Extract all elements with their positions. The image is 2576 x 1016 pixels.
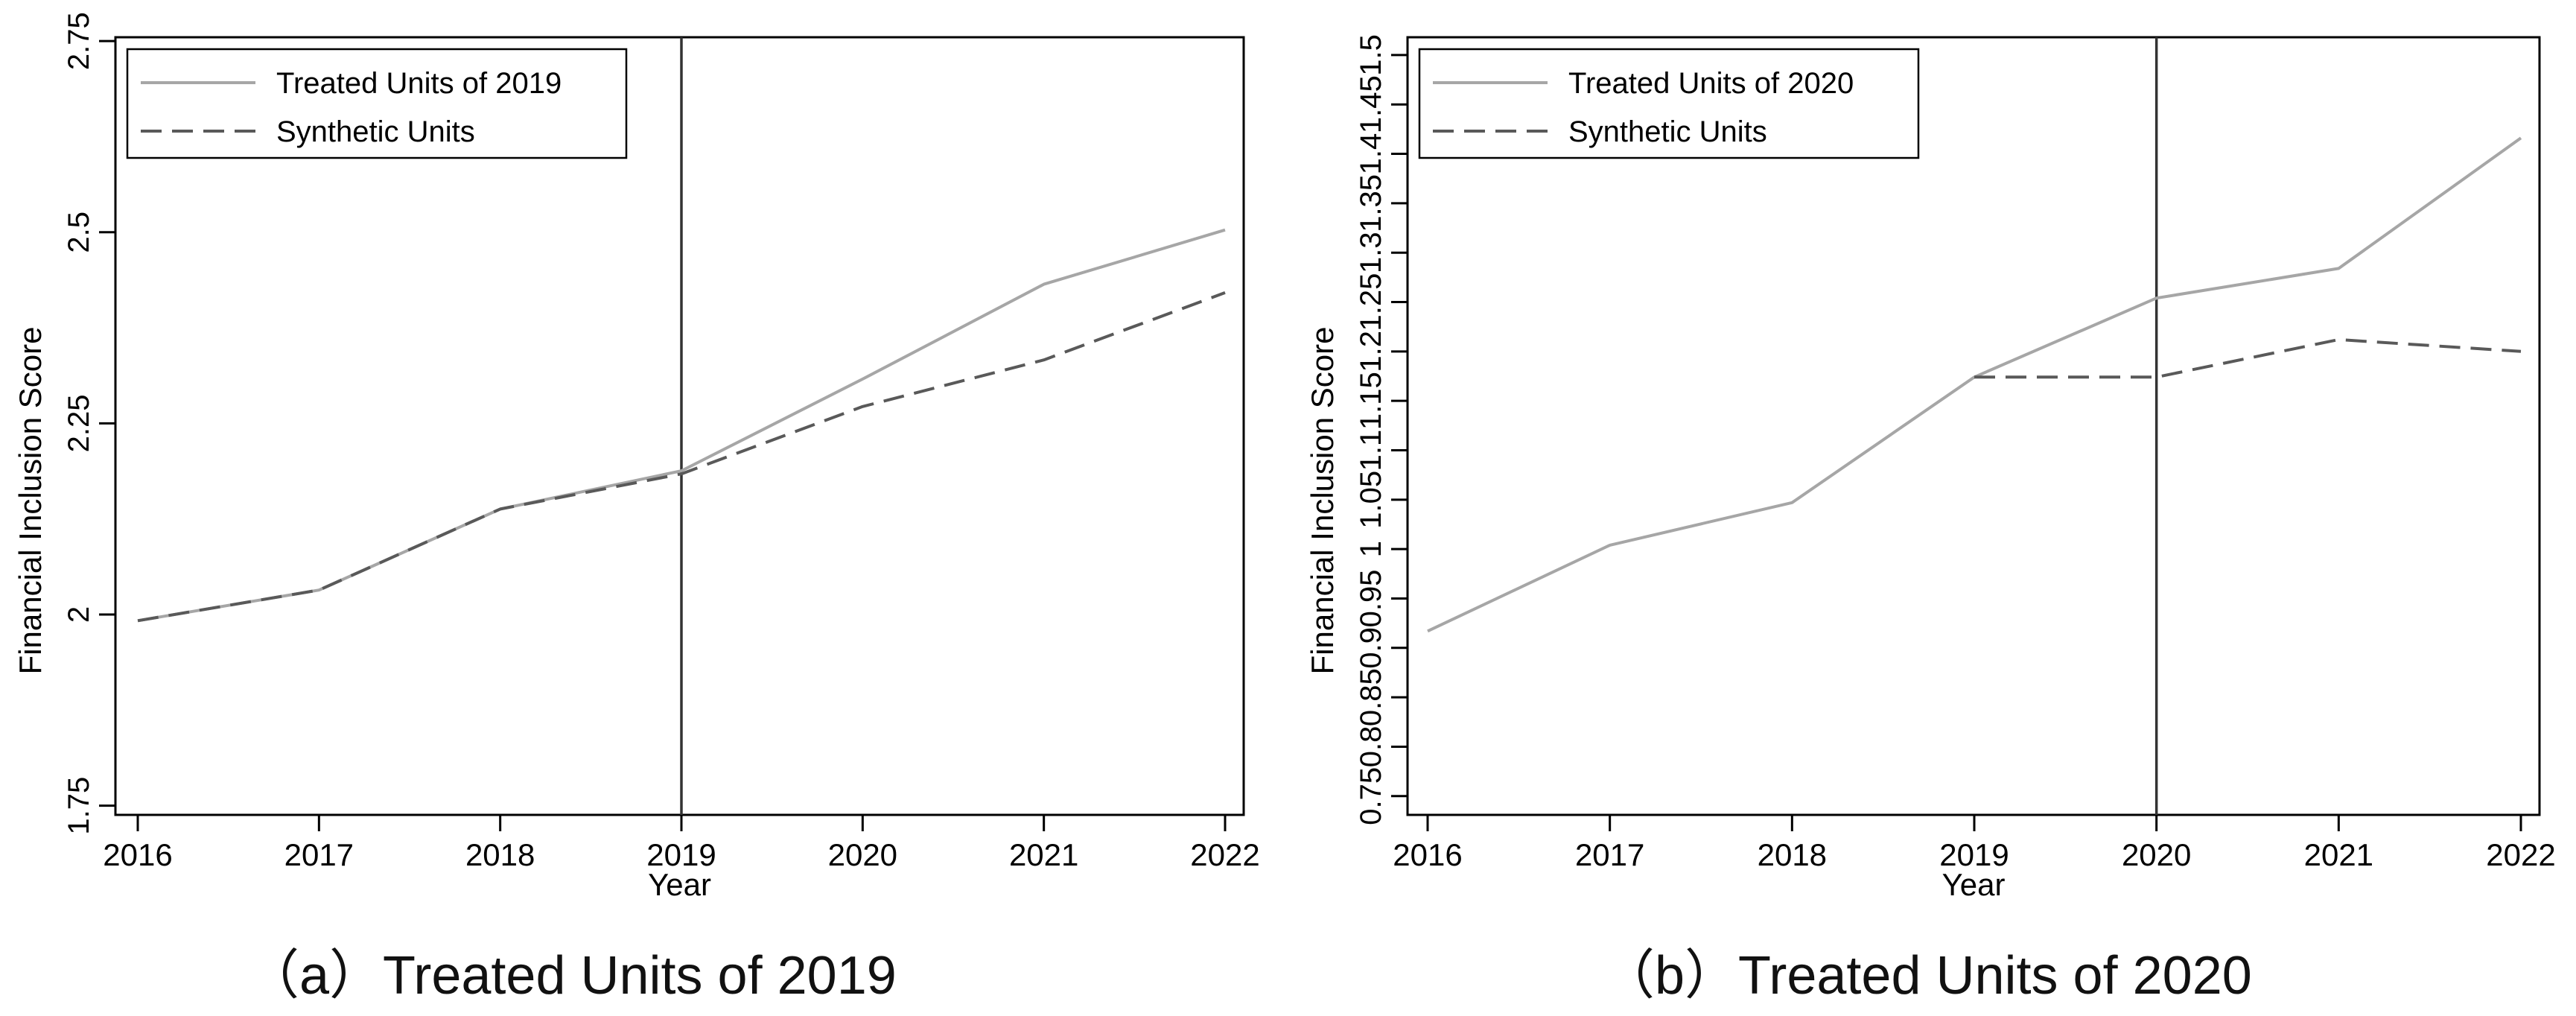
y-tick-label: 1.4	[1355, 133, 1387, 175]
legend-label-synthetic: Synthetic Units	[276, 115, 475, 148]
y-tick-label: 1.2	[1355, 331, 1387, 372]
y-tick-label: 2.5	[63, 212, 95, 253]
y-axis-title: Financial Inclusion Score	[13, 327, 48, 675]
x-tick-label: 2019	[646, 837, 716, 872]
series-line-synthetic	[1974, 337, 2522, 379]
legend-label-treated: Treated Units of 2019	[276, 67, 562, 100]
caption-a: （a）Treated Units of 2019	[246, 946, 897, 1006]
y-tick-label: 1.15	[1355, 372, 1387, 430]
x-tick-label: 2022	[1190, 837, 1259, 872]
y-tick-label: 1.75	[63, 777, 95, 835]
x-axis-title: Year	[648, 867, 711, 902]
y-tick-label: 0.95	[1355, 570, 1387, 628]
y-tick-label: 0.85	[1355, 668, 1387, 726]
x-tick-label: 2020	[2122, 837, 2191, 872]
x-tick-label: 2019	[1939, 837, 2009, 872]
y-tick-label: 1.45	[1355, 75, 1387, 133]
y-tick-label: 1.05	[1355, 471, 1387, 529]
legend-label-treated: Treated Units of 2020	[1568, 67, 1854, 100]
y-tick-label: 1.25	[1355, 273, 1387, 331]
x-tick-label: 2021	[1009, 837, 1078, 872]
x-tick-label: 2022	[2486, 837, 2555, 872]
chart-b: 0.750.80.850.90.9511.051.11.151.21.251.3…	[1305, 34, 2556, 902]
x-tick-label: 2017	[284, 837, 354, 872]
x-tick-label: 2021	[2304, 837, 2373, 872]
y-tick-label: 1.35	[1355, 174, 1387, 232]
y-tick-label: 1.1	[1355, 430, 1387, 472]
y-tick-label: 0.75	[1355, 767, 1387, 825]
x-tick-label: 2017	[1575, 837, 1644, 872]
x-tick-label: 2016	[103, 837, 172, 872]
legend-box	[126, 48, 628, 159]
y-tick-label: 1.3	[1355, 232, 1387, 273]
y-tick-label: 1	[1355, 541, 1387, 557]
y-tick-label: 2.25	[63, 394, 95, 452]
x-tick-label: 2018	[1758, 837, 1827, 872]
x-axis-title: Year	[1942, 867, 2006, 902]
legend-label-synthetic: Synthetic Units	[1568, 115, 1767, 148]
legend-box	[1418, 48, 1920, 159]
plot-frame	[114, 36, 1245, 816]
x-tick-label: 2020	[828, 837, 897, 872]
x-tick-label: 2016	[1393, 837, 1462, 872]
y-tick-label: 1.5	[1355, 34, 1387, 76]
chart-a: 1.75 2 2.25 2.5 2.75 2016 2017 2018 2019 2020 2021…	[13, 12, 1260, 902]
series-line-treated	[1427, 136, 2522, 633]
y-tick-label: 2.75	[63, 12, 95, 70]
y-tick-label: 0.8	[1355, 726, 1387, 768]
caption-b: （b）Treated Units of 2020	[1601, 946, 2252, 1006]
y-tick-label: 2	[63, 606, 95, 623]
y-axis-title: Financial Inclusion Score	[1305, 327, 1340, 675]
x-tick-label: 2018	[465, 837, 535, 872]
y-tick-label: 0.9	[1355, 627, 1387, 669]
